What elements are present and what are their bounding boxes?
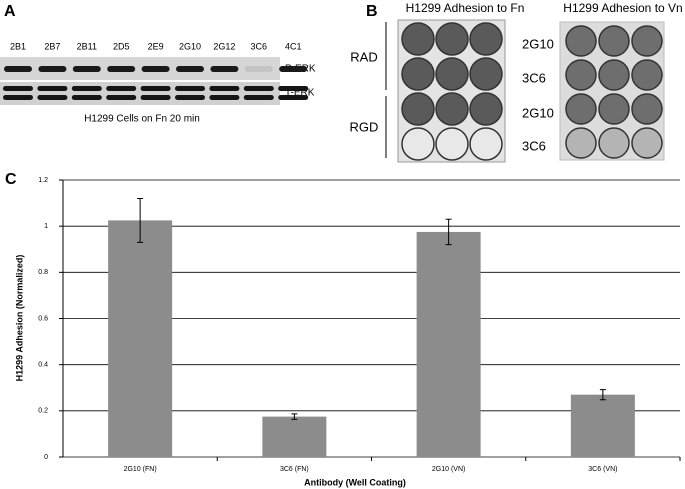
blot-band xyxy=(210,66,239,72)
panel-label: A xyxy=(4,3,16,20)
well xyxy=(598,93,630,125)
x-tick-label: 3C6 (FN) xyxy=(280,466,309,473)
y-tick-label: 1.2 xyxy=(38,177,48,184)
blot-caption: H1299 Cells on Fn 20 min xyxy=(84,114,200,125)
blot-band xyxy=(175,95,205,100)
bar xyxy=(108,220,173,457)
blot-band xyxy=(278,86,309,91)
row-label: 3C6 xyxy=(522,138,546,153)
y-axis-title: H1299 Adhesion (Normalized) xyxy=(14,255,24,382)
blot-band xyxy=(71,86,102,91)
well xyxy=(598,59,630,91)
blot-band xyxy=(176,66,204,72)
blot-band xyxy=(72,66,101,72)
x-tick-label: 2G10 (VN) xyxy=(432,466,465,473)
well xyxy=(401,92,435,126)
well xyxy=(469,127,503,161)
well xyxy=(401,22,435,56)
blot-band xyxy=(71,95,102,100)
blot-band xyxy=(107,66,136,72)
y-tick-label: 0 xyxy=(44,454,48,461)
blot-band xyxy=(4,66,32,72)
y-tick-label: 0.4 xyxy=(38,362,48,369)
lane-label: 2B1 xyxy=(10,41,26,51)
well xyxy=(469,92,503,126)
blot-band xyxy=(106,95,137,100)
x-tick-label: 3C6 (VN) xyxy=(588,466,617,473)
blot-band xyxy=(209,86,240,91)
lane-label: 2E9 xyxy=(148,41,164,51)
lane-label: 2D5 xyxy=(113,41,130,51)
blot-band xyxy=(140,86,171,91)
y-tick-label: 0.2 xyxy=(38,408,48,415)
well xyxy=(565,127,597,159)
lane-label: 2B11 xyxy=(77,41,97,51)
blot-band xyxy=(243,86,274,91)
blot-band xyxy=(278,95,309,100)
well xyxy=(565,25,597,57)
blot-band xyxy=(3,86,33,91)
blot-band xyxy=(209,95,240,100)
blot-strip xyxy=(0,57,280,80)
bar xyxy=(416,231,481,457)
error-bar xyxy=(599,389,606,401)
row-label: 2G10 xyxy=(522,36,554,51)
y-tick-label: 0.6 xyxy=(38,315,48,322)
well xyxy=(469,57,503,91)
well xyxy=(565,59,597,91)
blot-band xyxy=(175,86,205,91)
well xyxy=(631,93,663,125)
blot-band xyxy=(279,66,308,72)
group-label: RAD xyxy=(350,49,377,64)
y-tick-label: 1 xyxy=(44,223,48,230)
well xyxy=(435,57,469,91)
lane-label: 2G12 xyxy=(213,41,235,51)
blot-band xyxy=(141,66,170,72)
error-bar xyxy=(137,197,144,243)
bar xyxy=(262,416,327,457)
group-label: RGD xyxy=(350,119,379,134)
well xyxy=(565,93,597,125)
well xyxy=(631,25,663,57)
blot-strip xyxy=(0,82,280,105)
blot-row-label: T-ERK xyxy=(285,88,315,99)
lane-label: 4C1 xyxy=(285,41,302,51)
plate-title: H1299 Adhesion to Fn xyxy=(406,1,525,15)
well xyxy=(435,22,469,56)
blot-band xyxy=(244,66,273,72)
well xyxy=(631,59,663,91)
well xyxy=(598,127,630,159)
blot-band xyxy=(37,95,68,100)
x-tick-label: 2G10 (FN) xyxy=(124,466,157,473)
well xyxy=(435,92,469,126)
y-tick-label: 0.8 xyxy=(38,269,48,276)
panel-label: C xyxy=(5,171,17,188)
well xyxy=(631,127,663,159)
plate-title: H1299 Adhesion to Vn xyxy=(563,1,682,15)
blot-band xyxy=(38,66,67,72)
blot-band xyxy=(140,95,171,100)
lane-label: 2G10 xyxy=(179,41,201,51)
bar xyxy=(570,394,635,457)
blot-band xyxy=(243,95,274,100)
row-label: 2G10 xyxy=(522,105,554,120)
well xyxy=(598,25,630,57)
blot-band xyxy=(106,86,137,91)
blot-band xyxy=(37,86,68,91)
well xyxy=(401,127,435,161)
well xyxy=(401,57,435,91)
x-axis-title: Antibody (Well Coating) xyxy=(304,477,406,487)
panel-label: B xyxy=(366,3,378,20)
error-bar xyxy=(291,413,298,420)
lane-label: 2B7 xyxy=(44,41,60,51)
well xyxy=(469,22,503,56)
well xyxy=(435,127,469,161)
blot-band xyxy=(3,95,33,100)
lane-label: 3C6 xyxy=(251,41,268,51)
row-label: 3C6 xyxy=(522,70,546,85)
error-bar xyxy=(445,218,452,246)
